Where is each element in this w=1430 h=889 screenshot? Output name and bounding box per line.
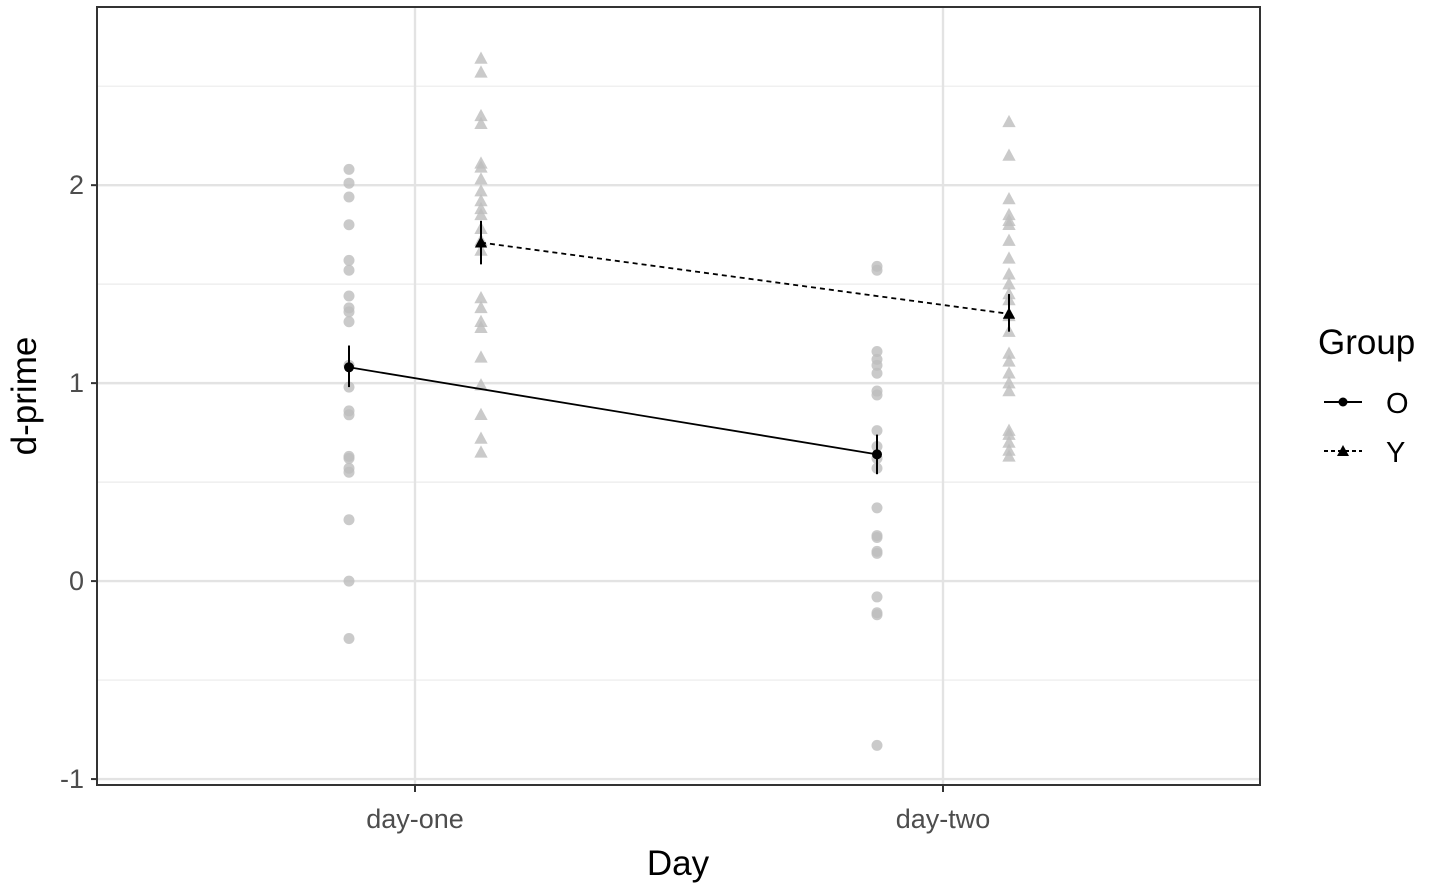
legend-label-y: Y [1386, 437, 1405, 469]
raw-point [343, 306, 355, 318]
raw-point [871, 389, 883, 401]
raw-point [1002, 192, 1016, 205]
raw-point [1002, 427, 1016, 440]
raw-point [871, 591, 883, 603]
raw-point [474, 160, 488, 173]
series-line [480, 241, 1010, 315]
axes: -1 0 1 2 day-one day-two [60, 170, 990, 834]
raw-point [343, 466, 355, 478]
raw-point [1002, 277, 1016, 290]
raw-point [343, 254, 355, 266]
y-tick-label: 2 [69, 170, 84, 200]
raw-point [343, 290, 355, 302]
raw-point [1002, 251, 1016, 264]
raw-point [343, 409, 355, 421]
raw-point [474, 65, 488, 78]
raw-point [871, 264, 883, 276]
raw-point [871, 502, 883, 514]
raw-point [474, 431, 488, 444]
raw-point [474, 108, 488, 122]
plot-border [96, 6, 1261, 786]
series-lines [348, 241, 1010, 456]
raw-point [343, 264, 355, 276]
raw-point [343, 575, 355, 587]
plot-panel [97, 7, 1260, 785]
raw-point [474, 51, 488, 64]
raw-point [1002, 114, 1016, 128]
raw-point [474, 445, 488, 458]
raw-point [871, 547, 883, 559]
mean-markers [344, 220, 1016, 475]
raw-point [1002, 346, 1016, 359]
y-tick-label: -1 [60, 764, 84, 794]
raw-point [1002, 217, 1016, 231]
x-tick-label: day-two [896, 804, 991, 834]
x-tick-label: day-one [366, 804, 464, 834]
raw-point [1002, 435, 1016, 448]
legend: Group O Y [1318, 323, 1415, 469]
raw-point [871, 609, 883, 621]
mean-point [344, 362, 354, 373]
y-tick-label: 1 [69, 368, 84, 398]
series-line [348, 366, 878, 456]
mean-point [872, 449, 882, 460]
raw-point [871, 367, 883, 379]
legend-title: Group [1318, 323, 1415, 362]
raw-point [1002, 376, 1016, 389]
raw-point [474, 378, 488, 391]
mean-point [474, 236, 488, 248]
raw-point [343, 163, 355, 175]
raw-point [474, 320, 488, 333]
y-axis-title: d-prime [5, 337, 44, 456]
raw-point [474, 116, 488, 130]
raw-point [343, 219, 355, 231]
raw-points [343, 51, 1016, 751]
raw-point [1002, 449, 1016, 462]
raw-point [1002, 384, 1016, 397]
raw-point [474, 300, 488, 314]
raw-point [474, 350, 488, 363]
raw-point [871, 532, 883, 544]
raw-point [343, 191, 355, 203]
raw-point [343, 316, 355, 328]
raw-point [871, 425, 883, 437]
legend-key-marker-o [1338, 397, 1348, 407]
raw-point [474, 407, 488, 421]
raw-point [871, 345, 883, 357]
raw-point [343, 177, 355, 189]
mean-point [1002, 307, 1016, 319]
raw-point [1002, 354, 1016, 367]
raw-point [474, 184, 488, 197]
raw-point [1002, 233, 1016, 246]
raw-point [343, 514, 355, 526]
legend-label-o: O [1386, 388, 1409, 420]
raw-point [343, 633, 355, 645]
raw-point [871, 739, 883, 751]
raw-point [1002, 148, 1016, 161]
raw-point [474, 207, 488, 221]
grid-lines [97, 7, 1260, 785]
raw-point [1002, 366, 1016, 379]
raw-point [343, 452, 355, 464]
x-axis-title: Day [647, 844, 710, 883]
legend-key-marker-y [1337, 445, 1349, 456]
raw-point [474, 291, 488, 304]
y-tick-label: 0 [69, 566, 84, 596]
raw-point [871, 359, 883, 371]
raw-point [474, 194, 488, 207]
raw-point [1002, 267, 1016, 280]
raw-point [474, 172, 488, 185]
